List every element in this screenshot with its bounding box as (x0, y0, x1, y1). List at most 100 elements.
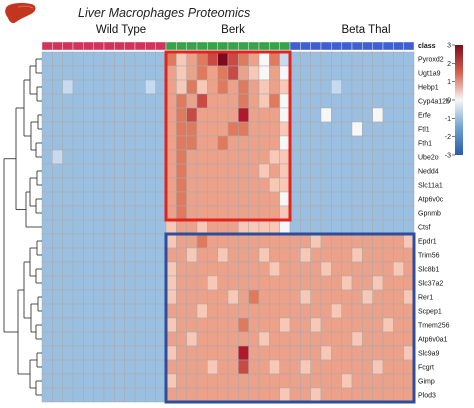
heatmap-cell (41, 107, 53, 123)
heatmap-cell (331, 177, 342, 193)
heatmap-cell (310, 219, 322, 235)
class-cell (393, 41, 404, 51)
heatmap-cell (217, 359, 229, 375)
heatmap-cell (227, 79, 239, 95)
heatmap-cell (403, 163, 415, 179)
heatmap-cell (186, 205, 198, 221)
heatmap-cell (351, 191, 363, 207)
class-cell (403, 41, 415, 51)
heatmap-cell (145, 191, 156, 207)
heatmap-cell (186, 191, 198, 207)
heatmap-cell (155, 373, 167, 389)
heatmap-cell (145, 387, 156, 403)
heatmap-cell (341, 359, 353, 375)
heatmap-cell (217, 93, 229, 109)
heatmap-cell (62, 387, 74, 403)
heatmap-cell (62, 149, 74, 165)
heatmap-cell (217, 345, 229, 361)
heatmap-cell (207, 345, 218, 361)
heatmap-cell (62, 93, 74, 109)
heatmap-cell (393, 149, 404, 165)
heatmap-cell (320, 135, 332, 151)
heatmap-cell (196, 373, 208, 389)
heatmap-cell (248, 233, 260, 249)
heatmap-cell (103, 51, 115, 67)
heatmap-cell (382, 303, 394, 319)
heatmap-cell (258, 121, 270, 137)
heatmap-cell (403, 79, 415, 95)
heatmap-cell (124, 219, 136, 235)
heatmap-cell (310, 247, 322, 263)
heatmap-cell (248, 65, 260, 81)
heatmap-cell (217, 205, 229, 221)
heatmap-cell (114, 191, 125, 207)
heatmap-cell (289, 121, 301, 137)
heatmap-cell (196, 359, 208, 375)
heatmap-cell (310, 149, 322, 165)
heatmap-cell (52, 317, 63, 333)
legend-tick-label: 1 (447, 79, 451, 86)
heatmap-cell (248, 177, 260, 193)
heatmap-cell (196, 331, 208, 347)
heatmap-cell (176, 219, 187, 235)
heatmap-cell (320, 121, 332, 137)
heatmap-cell (145, 107, 156, 123)
heatmap-cell (351, 93, 363, 109)
heatmap-cell (258, 373, 270, 389)
heatmap-cell (145, 289, 156, 305)
heatmap-cell (320, 317, 332, 333)
heatmap-cell (186, 107, 198, 123)
class-cell (165, 41, 177, 51)
heatmap-cell (52, 121, 63, 137)
heatmap-cell (382, 163, 394, 179)
heatmap-cell (124, 107, 136, 123)
heatmap-cell (155, 163, 167, 179)
heatmap-cell (124, 177, 136, 193)
heatmap-cell (124, 233, 136, 249)
heatmap-cell (372, 331, 384, 347)
heatmap-cell (341, 121, 353, 137)
heatmap-cell (341, 275, 353, 291)
heatmap-cell (72, 275, 84, 291)
heatmap-cell (248, 261, 260, 277)
heatmap-cell (83, 359, 94, 375)
heatmap-cell (403, 373, 415, 389)
heatmap-cell (62, 107, 74, 123)
heatmap-cell (62, 163, 74, 179)
heatmap-cell (362, 345, 373, 361)
heatmap-cell (134, 373, 146, 389)
heatmap-cell (155, 205, 167, 221)
heatmap-cell (310, 135, 322, 151)
heatmap-cell (207, 177, 218, 193)
heatmap-cell (196, 303, 208, 319)
heatmap-cell (372, 149, 384, 165)
heatmap-cell (207, 65, 218, 81)
heatmap-cell (320, 387, 332, 403)
heatmap-cell (41, 191, 53, 207)
heatmap-cell (382, 93, 394, 109)
heatmap-cell (279, 317, 291, 333)
heatmap-cell (289, 373, 301, 389)
liver-icon (5, 3, 36, 24)
heatmap-cell (258, 65, 270, 81)
heatmap-cell (372, 93, 384, 109)
class-cell (362, 41, 373, 51)
heatmap-cell (83, 275, 94, 291)
heatmap-cell (134, 387, 146, 403)
heatmap-cell (227, 191, 239, 207)
heatmap-cell (341, 303, 353, 319)
heatmap-cell (52, 205, 63, 221)
heatmap-cell (393, 93, 404, 109)
heatmap-cell (62, 345, 74, 361)
heatmap-cell (41, 135, 53, 151)
heatmap-cell (114, 107, 125, 123)
heatmap-cell (62, 247, 74, 263)
heatmap-cell (145, 65, 156, 81)
heatmap-cell (114, 51, 125, 67)
heatmap-cell (227, 51, 239, 67)
heatmap-cell (279, 247, 291, 263)
gene-label: Epdr1 (418, 239, 437, 246)
heatmap-cell (114, 149, 125, 165)
heatmap-cell (41, 79, 53, 95)
heatmap-cell (310, 359, 322, 375)
